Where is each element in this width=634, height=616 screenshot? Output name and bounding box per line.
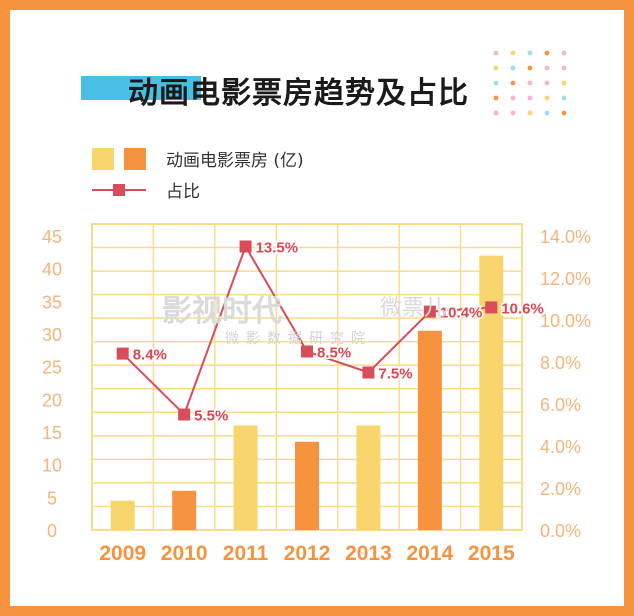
y-right-tick-label: 12.0%: [540, 269, 591, 289]
legend-item-line: 占比: [92, 177, 200, 202]
legend-label-line: 占比: [166, 182, 200, 202]
y-left-tick-label: 0: [47, 521, 57, 541]
x-tick-label: 2014: [406, 542, 453, 565]
decor-dot: [544, 110, 550, 116]
decor-dot: [544, 80, 550, 86]
decor-dot: [544, 95, 550, 101]
bar-2009: [110, 500, 135, 530]
bar-2014: [417, 330, 442, 530]
y-left-tick-label: 10: [42, 456, 62, 476]
share-data-label: 8.5%: [317, 345, 351, 362]
decor-dot: [544, 50, 550, 56]
decor-dot: [527, 80, 533, 86]
decor-dot: [561, 80, 567, 86]
x-tick-label: 2013: [345, 542, 392, 565]
decor-dot: [510, 80, 516, 86]
share-data-label: 10.6%: [501, 300, 544, 317]
decor-dot: [561, 65, 567, 71]
decor-dot: [493, 80, 499, 86]
decorative-dots-icon: [493, 50, 567, 116]
share-data-label: 10.4%: [440, 305, 483, 322]
y-left-tick-label: 5: [47, 488, 57, 508]
watermark-subtitle: 微影数据研究院: [225, 331, 372, 347]
share-point-2014: [423, 305, 436, 318]
bar-2013: [356, 425, 381, 530]
decor-dot: [527, 110, 533, 116]
legend-line-marker-icon: [92, 183, 146, 196]
share-data-label: 7.5%: [378, 366, 412, 383]
watermark-brand: 影视时代: [162, 294, 282, 329]
chart-title: 动画电影票房趋势及占比: [128, 76, 469, 111]
y-right-tick-label: 8.0%: [540, 353, 581, 373]
decor-dot: [561, 110, 567, 116]
share-point-2015: [485, 301, 498, 314]
bar-2012: [295, 441, 319, 530]
bar-2015: [479, 255, 504, 530]
x-tick-label: 2012: [284, 542, 331, 565]
legend-label-bar: 动画电影票房 (亿): [166, 151, 304, 171]
y-left-tick-label: 15: [42, 423, 62, 443]
share-data-label: 13.5%: [256, 240, 299, 257]
decor-dot: [527, 65, 533, 71]
share-point-2010: [178, 408, 191, 421]
share-data-label: 8.4%: [133, 347, 167, 364]
x-tick-label: 2015: [468, 542, 515, 565]
y-right-tick-label: 2.0%: [540, 479, 581, 499]
share-data-label: 5.5%: [194, 408, 228, 425]
decor-dot: [544, 65, 550, 71]
decor-dot: [561, 95, 567, 101]
bar-2011: [233, 425, 258, 530]
decor-dot: [510, 50, 516, 56]
y-right-tick-label: 4.0%: [540, 437, 581, 457]
decor-dot: [510, 65, 516, 71]
y-left-tick-label: 40: [42, 260, 62, 280]
decor-dot: [527, 50, 533, 56]
decor-dot: [493, 50, 499, 56]
share-point-2012: [301, 345, 313, 358]
y-right-tick-label: 14.0%: [540, 227, 591, 247]
x-tick-label: 2010: [161, 542, 208, 565]
share-point-2013: [362, 366, 375, 379]
y-left-tick-label: 25: [42, 358, 62, 378]
y-left-tick-label: 45: [42, 227, 62, 247]
bar-2010: [172, 490, 197, 530]
share-point-2009: [116, 347, 129, 360]
title-accent-bar: [81, 76, 201, 100]
y-right-tick-label: 6.0%: [540, 395, 581, 415]
decor-dot: [493, 110, 499, 116]
legend-swatch-light: [92, 147, 114, 170]
decor-dot: [527, 95, 533, 101]
legend-swatch-dark: [124, 147, 146, 170]
share-point-2011: [239, 240, 252, 253]
decor-dot: [493, 95, 499, 101]
y-right-tick-label: 10.0%: [540, 311, 591, 331]
decor-dot: [561, 50, 567, 56]
x-tick-label: 2009: [99, 542, 146, 565]
decor-dot: [493, 65, 499, 71]
y-left-tick-label: 20: [42, 390, 62, 410]
x-tick-label: 2011: [223, 542, 269, 565]
legend-item-bar: 动画电影票房 (亿): [92, 146, 304, 171]
y-left-tick-label: 30: [42, 325, 62, 345]
y-right-tick-label: 0.0%: [540, 521, 581, 541]
decor-dot: [510, 110, 516, 116]
y-left-tick-label: 35: [42, 292, 62, 312]
decor-dot: [510, 95, 516, 101]
watermark-sub-brand: 微票儿: [380, 296, 447, 321]
